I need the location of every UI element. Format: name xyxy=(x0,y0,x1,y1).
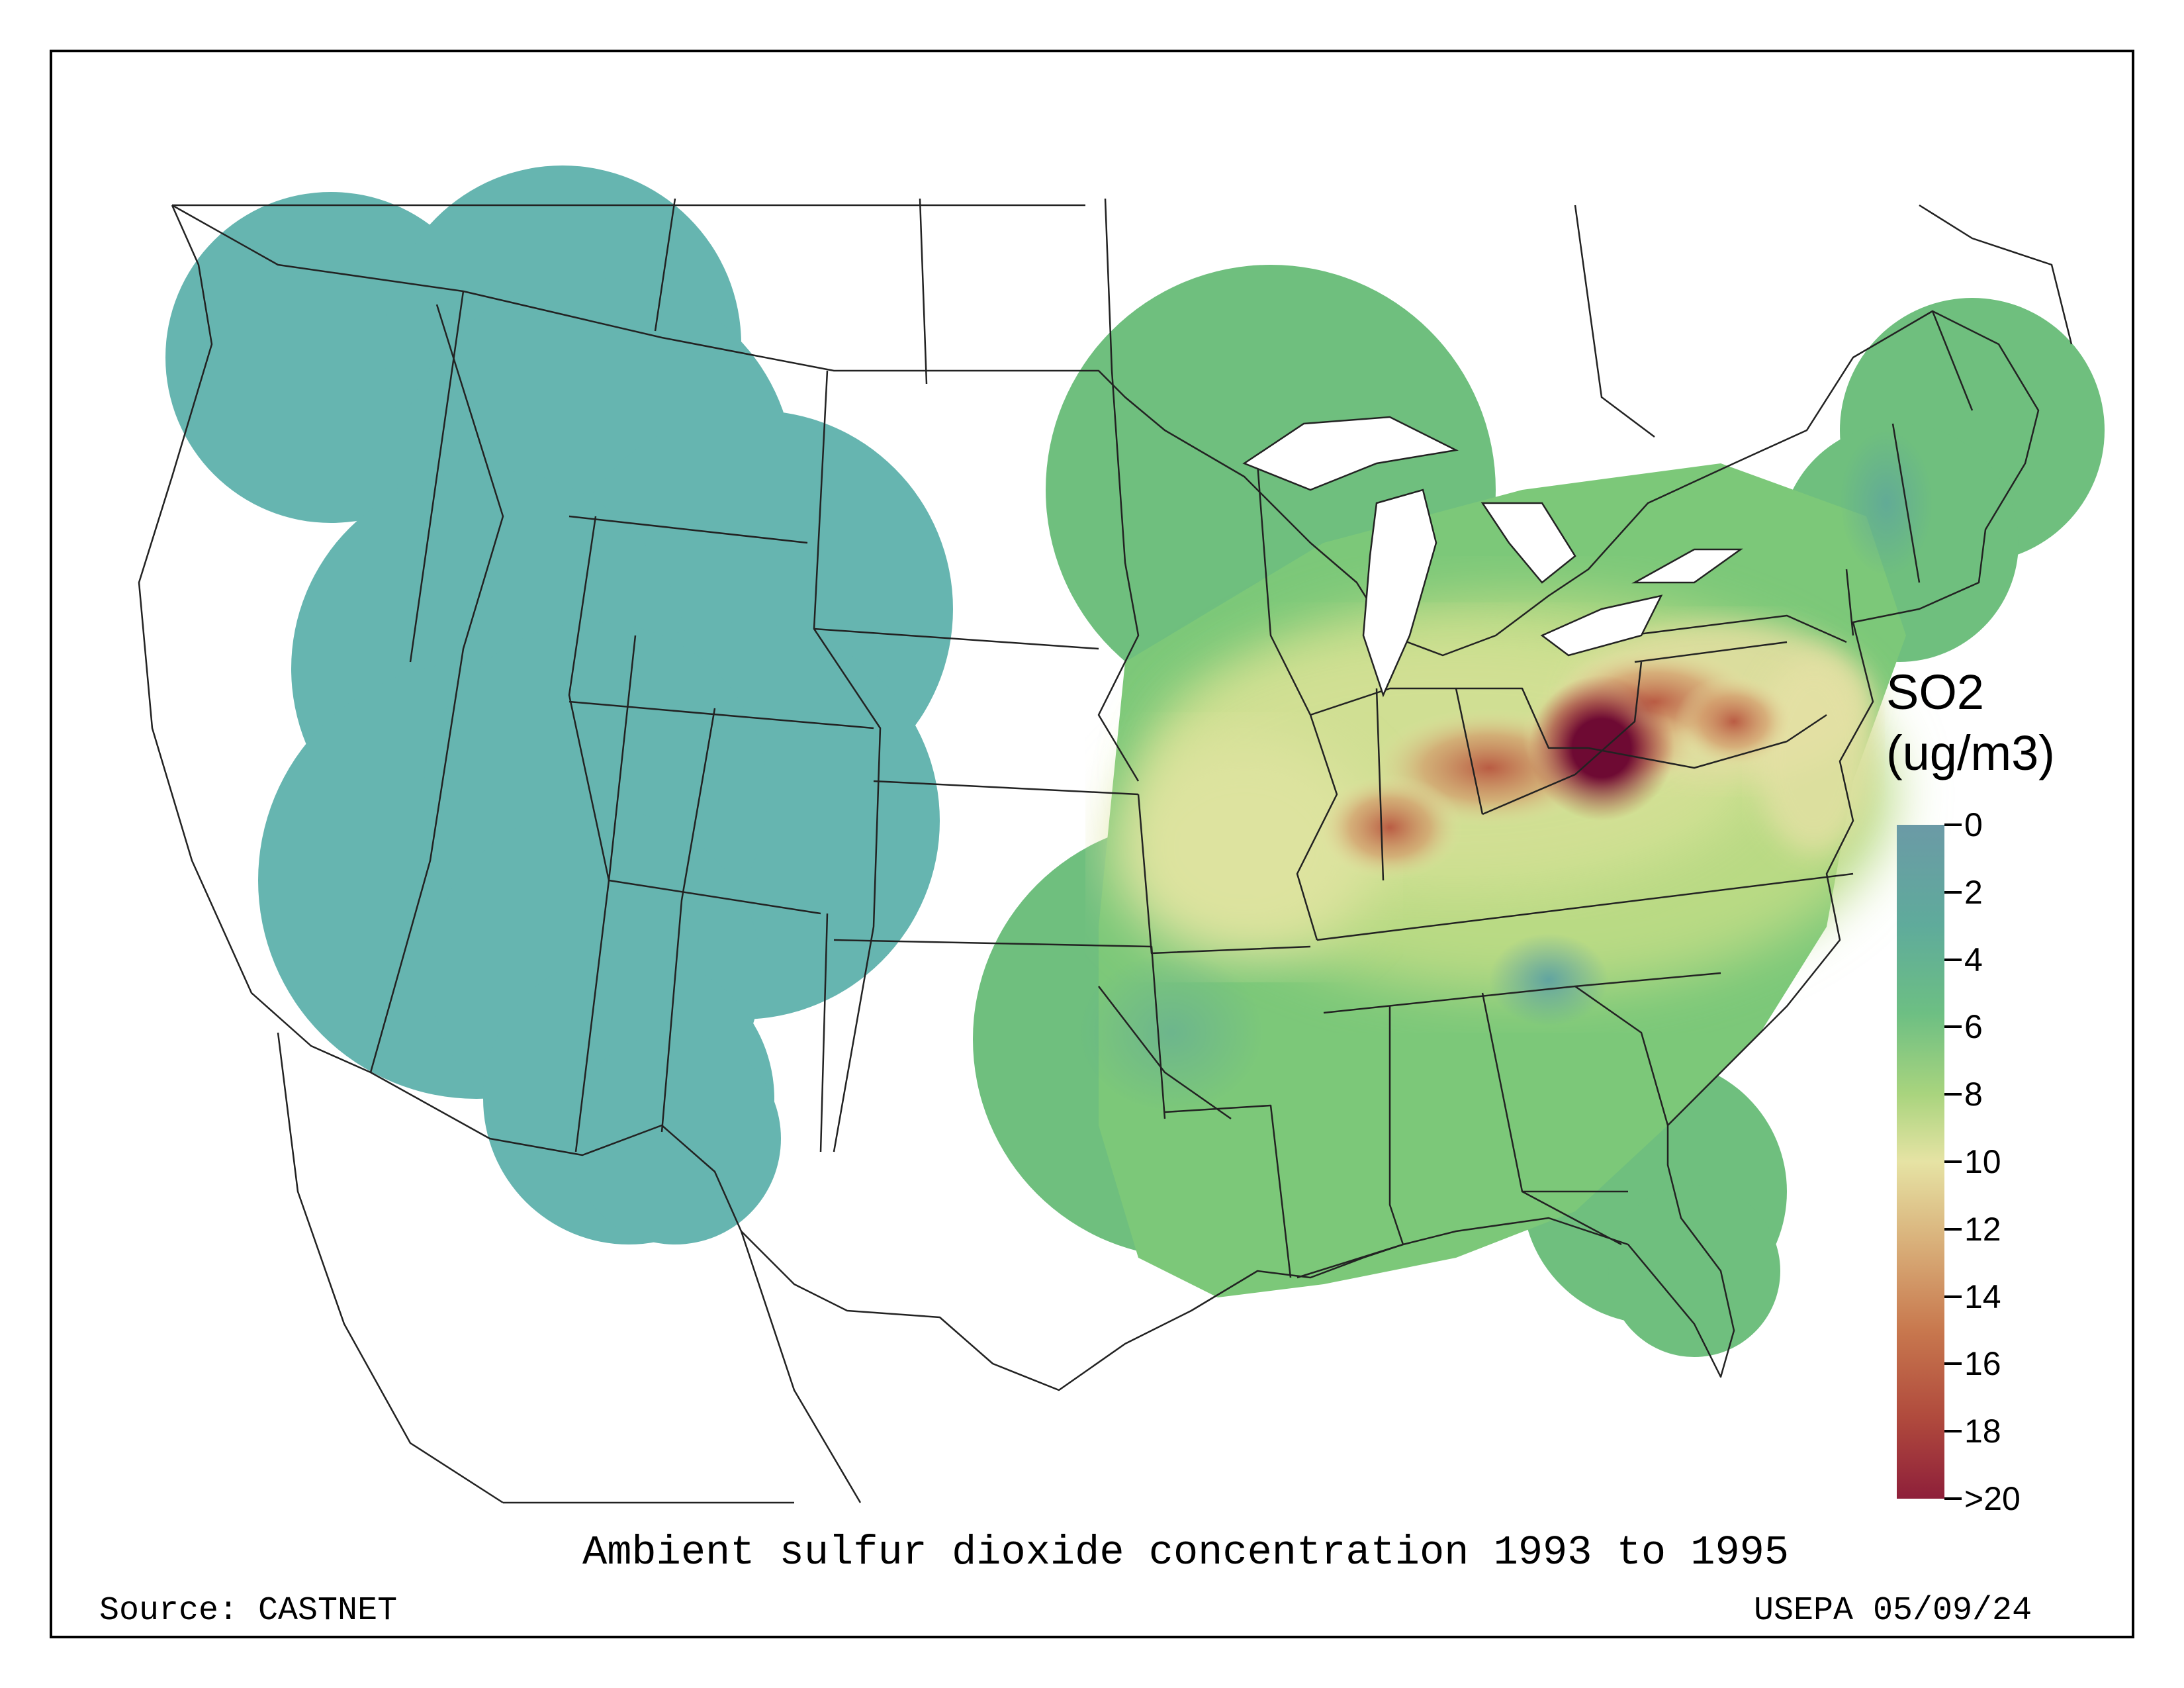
legend-tick-mark xyxy=(1944,958,1962,961)
legend-tick-mark xyxy=(1944,1093,1962,1096)
legend-tick-mark xyxy=(1944,1025,1962,1029)
legend-tick-label: 0 xyxy=(1964,806,1983,843)
legend-tick-label: 12 xyxy=(1964,1210,2001,1248)
legend-tick-label: >20 xyxy=(1964,1480,2021,1517)
colorbar xyxy=(1897,825,1944,1499)
legend-tick-mark xyxy=(1944,1430,1962,1433)
legend-tick-mark xyxy=(1944,1160,1962,1163)
legend-tick-label: 18 xyxy=(1964,1413,2001,1450)
legend-title-line2: (ug/m3) xyxy=(1886,726,2055,780)
legend-tick-mark xyxy=(1944,890,1962,894)
legend-tick-mark xyxy=(1944,1497,1962,1500)
hotspot-ohio xyxy=(1529,675,1674,821)
legend-tick-mark xyxy=(1944,1295,1962,1298)
legend-tick-label: 8 xyxy=(1964,1076,1983,1113)
map-frame xyxy=(50,50,2134,1638)
map-title: Ambient sulfur dioxide concentration 199… xyxy=(582,1529,1790,1576)
legend-tick-label: 14 xyxy=(1964,1278,2001,1315)
credit-label: USEPA 05/09/24 xyxy=(1754,1592,2032,1630)
legend-tick-label: 4 xyxy=(1964,941,1983,978)
legend-tick-label: 10 xyxy=(1964,1143,2001,1180)
legend-tick-mark xyxy=(1944,1362,1962,1366)
state-boundaries xyxy=(138,198,2040,1391)
western-coverage-region xyxy=(165,165,953,1244)
legend-tick-label: 2 xyxy=(1964,873,1983,911)
legend-title-line1: SO2 xyxy=(1886,665,1985,720)
eastern-coverage-region xyxy=(973,265,2105,1357)
legend-tick-mark xyxy=(1944,823,1962,826)
legend-title: SO2 (ug/m3) xyxy=(1886,662,2055,784)
great-lakes xyxy=(1242,416,1743,698)
legend-tick-label: 6 xyxy=(1964,1008,1983,1046)
legend-tick-mark xyxy=(1944,1227,1962,1231)
source-label: Source: CASTNET xyxy=(99,1592,398,1630)
legend-tick-label: 16 xyxy=(1964,1345,2001,1383)
neighbor-borders xyxy=(172,204,2073,1504)
